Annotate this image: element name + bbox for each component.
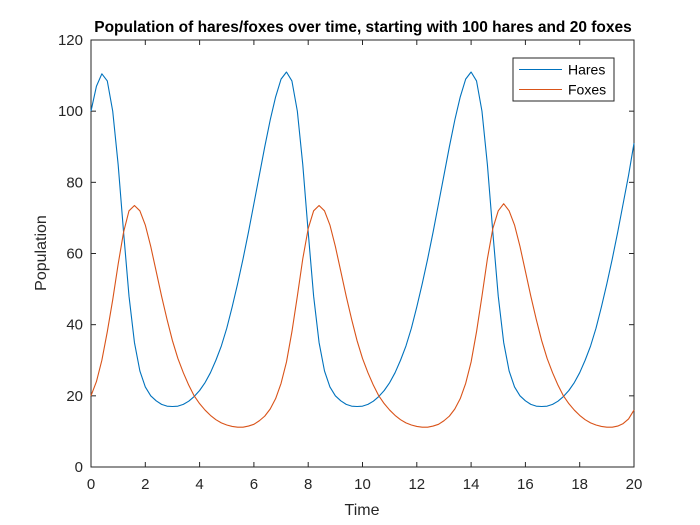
legend-label-hares: Hares	[568, 62, 605, 78]
x-tick-label: 4	[195, 476, 203, 493]
x-tick-label: 12	[408, 476, 425, 493]
legend-label-foxes: Foxes	[568, 82, 606, 98]
y-tick-label: 80	[66, 174, 83, 191]
series-line-foxes	[90, 203, 635, 428]
x-tick-label: 20	[626, 476, 643, 493]
y-tick-label: 100	[58, 103, 83, 120]
legend: Hares Foxes	[512, 57, 615, 102]
x-tick-label: 6	[250, 476, 258, 493]
y-tick-label: 20	[66, 388, 83, 405]
x-axis-label: Time	[345, 502, 380, 519]
plot-frame	[90, 39, 635, 468]
x-tick-label: 2	[141, 476, 149, 493]
plot-area: 0 2 4 6 8 10 12 14 16 18 20 0 20 40 60 80 100 120	[58, 32, 642, 493]
x-axis-ticks: 0 2 4 6 8 10 12 14 16 18 20	[87, 40, 643, 493]
y-tick-label: 60	[66, 246, 83, 263]
chart-title: Population of hares/foxes over time, sta…	[94, 19, 632, 36]
x-tick-label: 18	[571, 476, 588, 493]
y-tick-label: 0	[75, 459, 83, 476]
legend-box	[512, 57, 615, 102]
y-tick-label: 40	[66, 317, 83, 334]
series-lines	[90, 71, 635, 428]
x-tick-label: 16	[517, 476, 534, 493]
y-axis-label: Population	[33, 215, 50, 291]
y-tick-label: 120	[58, 32, 83, 49]
x-tick-label: 0	[87, 476, 95, 493]
x-tick-label: 14	[463, 476, 480, 493]
x-tick-label: 10	[354, 476, 371, 493]
x-tick-label: 8	[304, 476, 312, 493]
y-axis-ticks: 0 20 40 60 80 100 120	[58, 32, 634, 476]
series-line-hares	[90, 71, 635, 408]
